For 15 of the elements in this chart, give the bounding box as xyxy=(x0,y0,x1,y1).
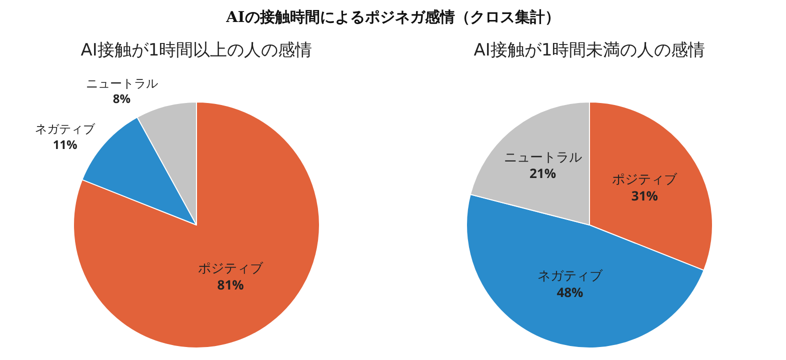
data-label: 81% xyxy=(217,275,244,294)
data-label: 48% xyxy=(556,283,584,301)
text: AIの接触時間によるポジネガ感情（クロス集計） xyxy=(225,7,561,28)
data-label: 8% xyxy=(112,90,131,107)
data-label: 11% xyxy=(52,136,78,153)
chart-subtitle: AI接触が1時間未満の人の感情 xyxy=(474,40,706,61)
slice-label: ニュートラル xyxy=(86,74,158,92)
data-label: 31% xyxy=(631,186,658,205)
slice-label: ネガティブ xyxy=(537,266,604,284)
slice-label: ポジティブ xyxy=(198,258,264,276)
data-label: 21% xyxy=(529,164,556,182)
slice-label: ポジティブ xyxy=(612,170,678,188)
slice-label: ニュートラル xyxy=(504,147,582,166)
chart-subtitle: AI接触が1時間以上の人の感情 xyxy=(80,40,312,61)
slice-label: ネガティブ xyxy=(35,120,96,138)
